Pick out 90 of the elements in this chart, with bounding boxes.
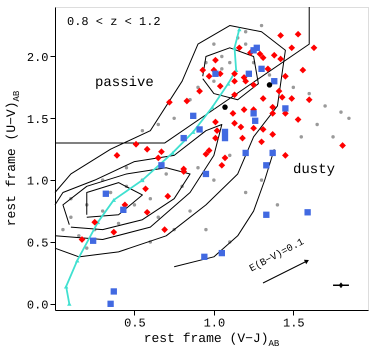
y-tick-label: 2.0 — [26, 50, 48, 65]
point — [61, 228, 65, 232]
point — [222, 104, 228, 110]
point — [158, 162, 165, 168]
y-tick-label: 1.0 — [26, 174, 48, 189]
point — [212, 42, 216, 46]
point — [228, 60, 232, 64]
point — [242, 150, 249, 156]
point — [202, 170, 210, 178]
point — [156, 216, 160, 219]
point — [250, 47, 257, 54]
point — [263, 162, 270, 168]
point — [271, 78, 278, 84]
point — [292, 86, 296, 90]
point — [140, 128, 144, 132]
point — [212, 178, 216, 182]
point — [108, 190, 112, 194]
point — [102, 190, 110, 197]
point — [188, 209, 192, 213]
y-axis-title: rest frame (U−V)AB — [4, 90, 22, 226]
point — [276, 203, 280, 207]
point — [244, 42, 248, 46]
line-series — [86, 182, 143, 218]
y-tick-label: 0.0 — [26, 298, 48, 312]
point — [268, 73, 272, 77]
annotation: 0.8 < z < 1.2 — [67, 15, 161, 29]
point — [339, 110, 343, 114]
point — [270, 150, 276, 156]
annotation: dusty — [293, 162, 336, 178]
point — [100, 209, 104, 213]
point — [304, 209, 311, 216]
point — [120, 206, 126, 213]
point — [260, 24, 264, 28]
point — [228, 154, 232, 158]
point — [210, 105, 215, 110]
point — [90, 238, 96, 244]
point — [266, 82, 272, 88]
point — [252, 118, 258, 124]
annotation: passive — [95, 75, 154, 91]
point — [132, 203, 136, 207]
point — [116, 222, 120, 226]
x-tick-label: 1.0 — [204, 316, 226, 330]
point — [323, 104, 327, 108]
point — [190, 112, 196, 119]
point — [220, 54, 224, 58]
point — [172, 116, 176, 120]
point — [212, 79, 216, 83]
point — [226, 82, 230, 86]
point — [110, 288, 117, 295]
point — [246, 70, 252, 77]
point — [112, 198, 116, 202]
point — [315, 122, 319, 126]
y-tick-label: 0.5 — [26, 236, 48, 250]
point — [201, 254, 208, 260]
point — [75, 258, 80, 262]
point — [222, 134, 228, 142]
point — [156, 122, 160, 126]
point — [300, 135, 303, 139]
point — [258, 66, 265, 72]
point — [204, 228, 208, 232]
point — [244, 30, 248, 34]
point — [69, 216, 73, 219]
point — [196, 86, 200, 90]
point — [347, 116, 351, 120]
point — [250, 110, 257, 117]
point — [220, 67, 224, 71]
point — [212, 70, 219, 77]
point — [85, 246, 89, 250]
point — [307, 92, 311, 96]
point — [64, 284, 68, 288]
point — [148, 196, 152, 200]
x-tick-label: 0.5 — [124, 316, 146, 330]
y-tick-label: 1.5 — [26, 112, 48, 127]
point — [124, 166, 128, 170]
point — [77, 234, 81, 238]
x-tick-label: 1.5 — [283, 316, 305, 330]
point — [282, 105, 289, 112]
point — [244, 190, 248, 194]
point — [107, 300, 114, 307]
line-series — [62, 167, 191, 230]
point — [164, 172, 168, 176]
point — [196, 126, 203, 133]
point — [260, 178, 264, 182]
point — [222, 128, 228, 136]
point — [180, 134, 187, 142]
point — [218, 250, 225, 256]
point — [263, 212, 270, 218]
point — [331, 135, 335, 139]
line-series — [202, 47, 259, 100]
point — [196, 166, 200, 170]
